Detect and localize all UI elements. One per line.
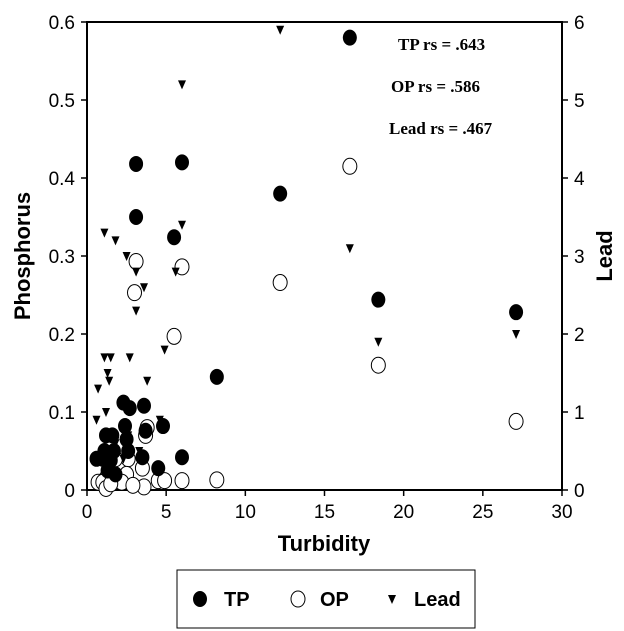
op-point [342, 157, 358, 175]
legend-lead-marker [388, 595, 396, 604]
y-left-tick-label: 0.3 [49, 247, 75, 268]
lead-point [276, 25, 285, 35]
tp-point [273, 185, 288, 202]
lead-point [111, 236, 120, 246]
lead-point [122, 252, 131, 261]
op-point [128, 252, 144, 270]
plot-area-frame [86, 21, 563, 491]
tp-point [137, 397, 151, 414]
legend-op-marker [290, 590, 306, 608]
x-axis: 0 5 10 15 20 25 30 [82, 490, 573, 523]
tp-point [342, 29, 357, 46]
x-tick-label: 10 [235, 502, 256, 523]
y-axis-right: 0 1 2 3 4 5 6 [562, 13, 585, 502]
op-point [125, 476, 141, 494]
tp-point [122, 400, 137, 417]
y-left-tick-label: 0.5 [49, 91, 75, 112]
x-tick-label: 5 [161, 502, 172, 523]
tp-point [167, 229, 182, 246]
lead-point [92, 415, 101, 425]
tp-point [151, 460, 166, 477]
op-point [127, 284, 142, 302]
lead-point [105, 376, 114, 386]
op-point [166, 327, 182, 345]
tp-point [135, 449, 150, 466]
x-tick-label: 20 [393, 502, 414, 523]
lead-point [100, 228, 109, 238]
lead-point [106, 353, 115, 363]
lead-point [125, 353, 134, 363]
y-right-tick-label: 5 [574, 91, 585, 112]
lead-point [103, 369, 112, 378]
lead-point [100, 353, 109, 363]
tp-point [118, 418, 132, 435]
x-axis-title: Turbidity [278, 531, 371, 556]
lead-point [132, 306, 141, 316]
x-tick-label: 25 [472, 502, 493, 523]
lead-point [143, 376, 152, 386]
tp-point [121, 443, 136, 459]
series-lead [92, 25, 521, 464]
legend-box [176, 569, 476, 629]
tp-point [108, 466, 123, 483]
tp-point [175, 449, 189, 466]
y-left-tick-label: 0.2 [49, 325, 75, 346]
op-point [370, 356, 386, 374]
tp-point [129, 155, 144, 172]
legend-lead-label: Lead [414, 589, 461, 611]
y-left-tick-label: 0.4 [49, 169, 76, 190]
lead-point [178, 80, 186, 90]
annotation-tp-rs: TP rs = .643 [398, 35, 485, 54]
lead-point [178, 220, 186, 230]
y-right-tick-label: 3 [574, 247, 585, 268]
tp-point [129, 209, 144, 225]
legend-tp-label: TP [224, 589, 250, 611]
y-axis-right-title: Lead [592, 230, 617, 281]
y-right-tick-label: 4 [574, 169, 585, 190]
tp-point [209, 368, 224, 385]
y-axis-left-title: Phosphorus [10, 192, 35, 320]
legend-op-label: OP [320, 589, 349, 611]
tp-point [105, 427, 120, 444]
y-right-tick-label: 1 [574, 403, 585, 424]
lead-point [512, 330, 521, 339]
op-point [174, 258, 190, 276]
tp-point [509, 304, 524, 321]
op-point [209, 471, 225, 489]
y-left-tick-label: 0 [64, 481, 75, 502]
y-axis-left: 0 0.1 0.2 0.3 0.4 0.5 0.6 [49, 13, 87, 502]
y-left-tick-label: 0.1 [49, 403, 75, 424]
tp-point [156, 418, 170, 435]
lead-point [102, 408, 110, 417]
lead-point [160, 345, 169, 355]
lead-point [374, 337, 383, 347]
op-point [272, 274, 288, 292]
legend: TP OP Lead [176, 569, 476, 629]
lead-point [140, 283, 148, 293]
y-right-tick-label: 0 [574, 481, 585, 502]
tp-point [119, 431, 134, 448]
lead-point [132, 267, 141, 277]
x-tick-label: 30 [551, 502, 572, 523]
op-point [157, 472, 173, 490]
y-right-tick-label: 2 [574, 325, 585, 346]
annotation-op-rs: OP rs = .586 [391, 77, 480, 96]
op-point [174, 472, 190, 490]
x-tick-label: 15 [314, 502, 335, 523]
y-right-tick-label: 6 [574, 13, 585, 34]
lead-point [345, 244, 354, 254]
y-left-tick-label: 0.6 [49, 13, 75, 34]
tp-point [371, 291, 386, 308]
x-tick-label: 0 [82, 502, 93, 523]
series-tp [89, 29, 524, 483]
annotation-lead-rs: Lead rs = .467 [389, 119, 493, 138]
tp-point [175, 154, 189, 171]
tp-point [138, 422, 153, 439]
legend-tp-marker [193, 591, 207, 607]
lead-point [94, 384, 103, 394]
op-point [508, 412, 524, 430]
lead-point [171, 267, 180, 277]
